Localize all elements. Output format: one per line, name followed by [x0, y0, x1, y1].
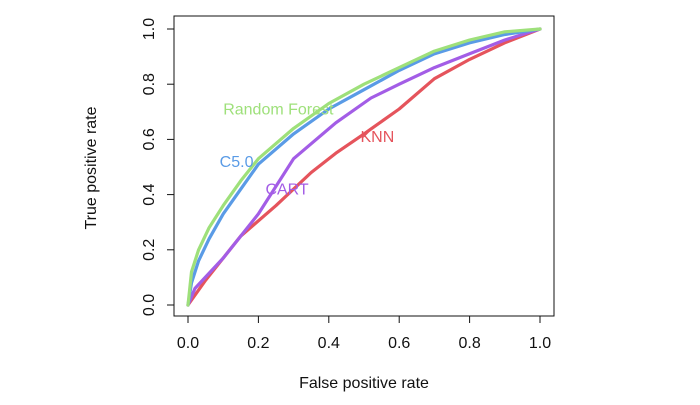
x-tick-label: 1.0	[529, 335, 551, 352]
series-label-knn: KNN	[360, 129, 394, 146]
series-line-c5-0	[186, 27, 542, 307]
x-tick-label: 0.8	[458, 335, 480, 352]
y-tick-label: 0.8	[141, 73, 158, 95]
axes-layer: 0.0 0.2 0.4 0.6 0.8 1.0 0.0 0.2 0.4 0.6 0.8 1.0	[141, 15, 555, 352]
y-tick-label: 0.0	[141, 294, 158, 316]
x-tick-label: 0.2	[247, 335, 269, 352]
label-layer: Random Forest KNN C5.0 CART	[220, 102, 395, 199]
series-line-cart	[186, 27, 542, 307]
x-tick-label: 0.4	[318, 335, 340, 352]
y-axis-label: True positive rate	[83, 106, 100, 229]
series-label-cart: CART	[265, 182, 308, 199]
x-axis-label: False positive rate	[299, 375, 429, 392]
series-line-random-forest	[186, 27, 542, 307]
series-label-c5-0: C5.0	[220, 154, 254, 171]
y-tick-label: 1.0	[141, 18, 158, 40]
x-tick-label: 0.0	[177, 335, 199, 352]
y-tick-label: 0.6	[141, 128, 158, 150]
plot-frame	[173, 15, 555, 317]
series-label-random-forest: Random Forest	[223, 102, 334, 119]
y-tick-label: 0.2	[141, 239, 158, 261]
x-tick-label: 0.6	[388, 335, 410, 352]
y-tick-label: 0.4	[141, 183, 158, 205]
series-layer	[186, 27, 542, 307]
